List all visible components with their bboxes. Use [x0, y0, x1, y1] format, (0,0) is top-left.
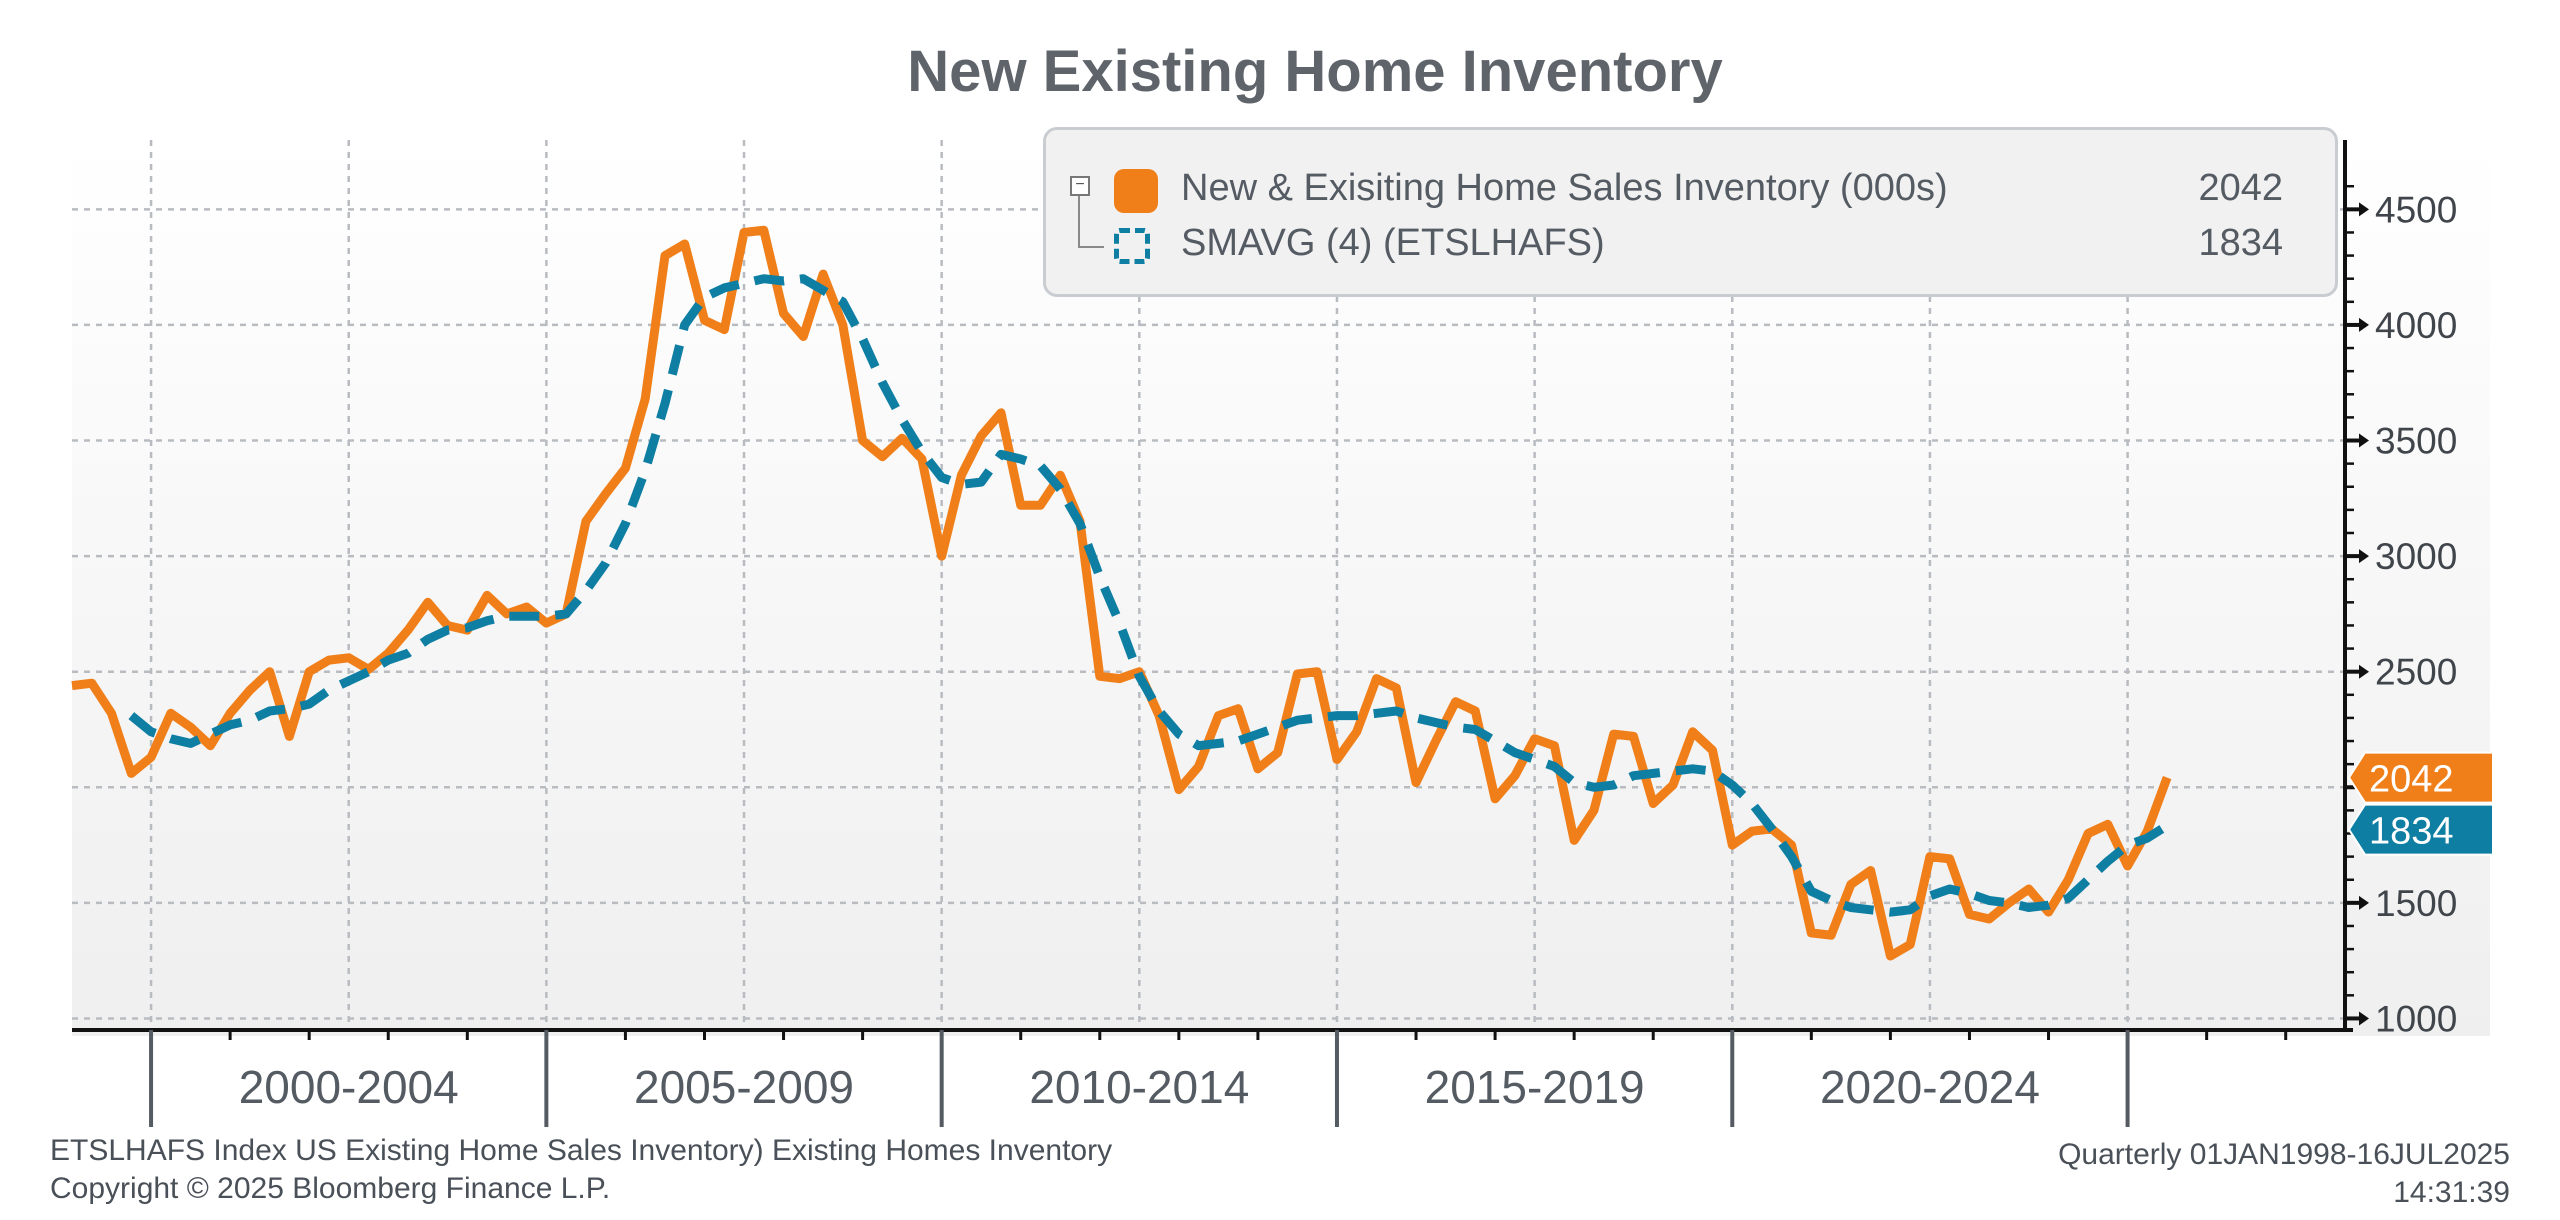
- legend-panel: New & Exisiting Home Sales Inventory (00…: [1043, 127, 2338, 297]
- chart-title: New Existing Home Inventory: [907, 39, 1723, 104]
- x-group-label: 2000-2004: [239, 1061, 459, 1113]
- x-group-label: 2010-2014: [1029, 1061, 1249, 1113]
- y-tick-arrow-icon: [2359, 664, 2369, 679]
- legend-label-inventory: New & Exisiting Home Sales Inventory (00…: [1181, 167, 1948, 209]
- y-tick-arrow-icon: [2359, 202, 2369, 217]
- y-tick-label: 1000: [2375, 998, 2457, 1039]
- y-tick-arrow-icon: [2359, 895, 2369, 910]
- footer-source-text: ETSLHAFS Index US Existing Home Sales In…: [50, 1134, 1113, 1167]
- footer-left: ETSLHAFS Index US Existing Home Sales In…: [50, 1132, 1112, 1208]
- tree-connector: [1078, 196, 1104, 248]
- x-group-label: 2020-2024: [1820, 1061, 2040, 1113]
- footer-timestamp: 14:31:39: [2393, 1176, 2510, 1209]
- y-tick-label: 3000: [2375, 536, 2457, 577]
- last-value-tag-smavg: [2347, 803, 2494, 856]
- footer-copyright-text: Copyright © 2025 Bloomberg Finance L.P.: [50, 1172, 611, 1205]
- y-tick-arrow-icon: [2359, 549, 2369, 564]
- footer-right: Quarterly 01JAN1998-16JUL2025 14:31:39: [2058, 1136, 2510, 1212]
- y-tick-label: 4000: [2375, 305, 2457, 346]
- dashed-series-swatch-icon: [1114, 228, 1150, 264]
- legend-label-smavg: SMAVG (4) (ETSLHAFS): [1181, 222, 1605, 264]
- y-tick-arrow-icon: [2359, 433, 2369, 448]
- orange-series-swatch-icon: [1114, 169, 1158, 213]
- y-tick-label: 4500: [2375, 189, 2457, 230]
- x-group-label: 2005-2009: [634, 1061, 854, 1113]
- y-tick-label: 3500: [2375, 421, 2457, 462]
- y-tick-label: 2500: [2375, 652, 2457, 693]
- footer-frequency-range: Quarterly 01JAN1998-16JUL2025: [2058, 1138, 2510, 1171]
- inventory-series-line: [71, 225, 2172, 961]
- legend-value-smavg: 1834: [2198, 222, 2283, 264]
- y-tick-arrow-icon: [2359, 317, 2369, 332]
- y-tick-arrow-icon: [2359, 1011, 2369, 1026]
- last-value-tag-inventory: [2347, 751, 2494, 804]
- last-value-label: 1834: [2369, 811, 2454, 853]
- x-group-label: 2015-2019: [1425, 1061, 1645, 1113]
- legend-item-smavg[interactable]: SMAVG (4) (ETSLHAFS) 1834: [1046, 220, 2335, 274]
- legend-item-inventory[interactable]: New & Exisiting Home Sales Inventory (00…: [1046, 165, 2335, 219]
- legend-value-inventory: 2042: [2198, 167, 2283, 209]
- collapse-tree-icon[interactable]: −: [1070, 176, 1090, 196]
- last-value-label: 2042: [2369, 759, 2454, 801]
- y-tick-label: 1500: [2375, 883, 2457, 924]
- smavg-series-line: [128, 274, 2170, 917]
